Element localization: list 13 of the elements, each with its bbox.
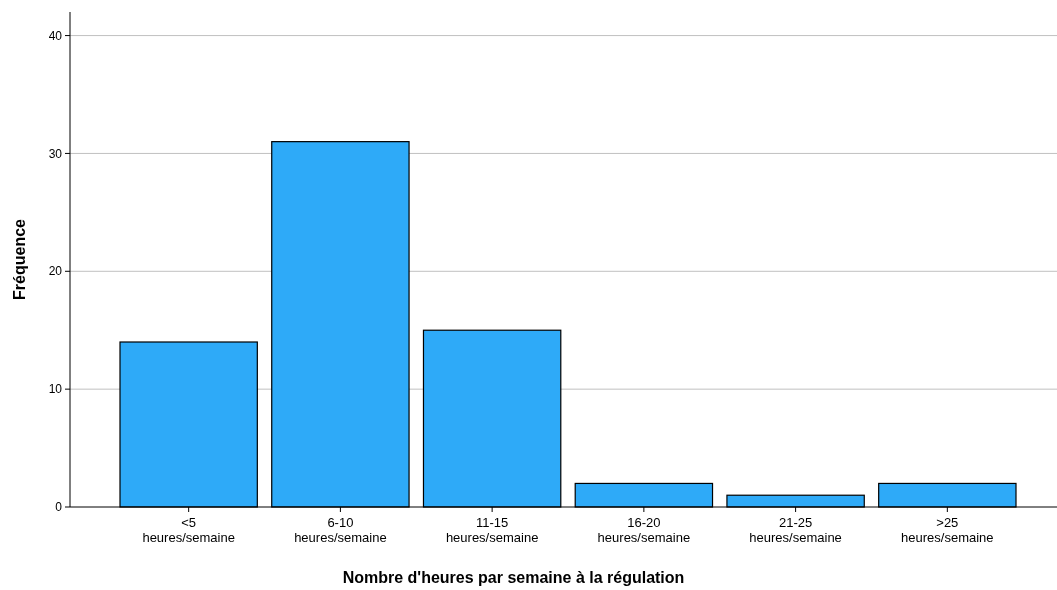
y-tick-label: 20 (48, 264, 63, 279)
y-tick-label: 40 (48, 28, 63, 43)
x-tick-label: 6-10 heures/semaine (294, 515, 387, 545)
y-tick-label: 0 (55, 500, 63, 515)
x-tick-label: 16-20 heures/semaine (597, 515, 691, 545)
x-axis-title: Nombre d'heures par semaine à la régulation (342, 569, 685, 586)
y-axis-title: Fréquence (11, 218, 28, 300)
x-tick-label: >25 heures/semaine (901, 515, 994, 545)
y-tick-label: 30 (48, 146, 63, 161)
x-tick-label: 21-25 heures/semaine (749, 515, 842, 545)
x-tick-label: <5 heures/semaine (142, 515, 235, 545)
y-tick-label: 10 (48, 382, 63, 397)
x-tick-label: 11-15 heures/semaine (445, 515, 539, 545)
